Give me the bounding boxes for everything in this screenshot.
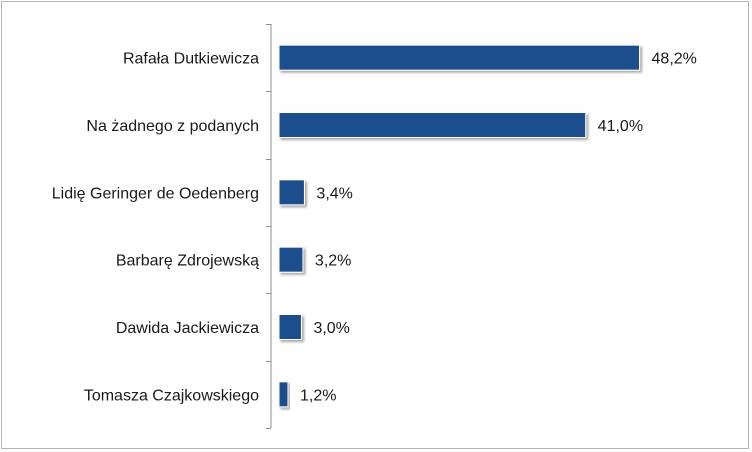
bar <box>278 381 289 408</box>
category-label: Dawida Jackiewicza <box>116 320 259 337</box>
category-label: Tomasza Czajkowskiego <box>84 387 259 404</box>
bar <box>278 314 302 340</box>
bar <box>278 179 305 206</box>
category-label: Na żadnego z podanych <box>86 118 259 135</box>
data-label: 3,2% <box>315 253 351 270</box>
data-label: 41,0% <box>598 118 643 135</box>
bar <box>278 44 641 71</box>
bar <box>278 246 304 273</box>
data-label: 3,4% <box>316 185 352 202</box>
category-label: Lidię Geringer de Oedenberg <box>52 185 259 202</box>
category-label: Rafała Dutkiewicza <box>123 51 259 68</box>
category-label: Barbarę Zdrojewską <box>116 253 259 270</box>
bar <box>278 112 587 138</box>
data-label: 1,2% <box>300 387 336 404</box>
data-label: 3,0% <box>313 320 349 337</box>
data-label: 48,2% <box>652 51 697 68</box>
